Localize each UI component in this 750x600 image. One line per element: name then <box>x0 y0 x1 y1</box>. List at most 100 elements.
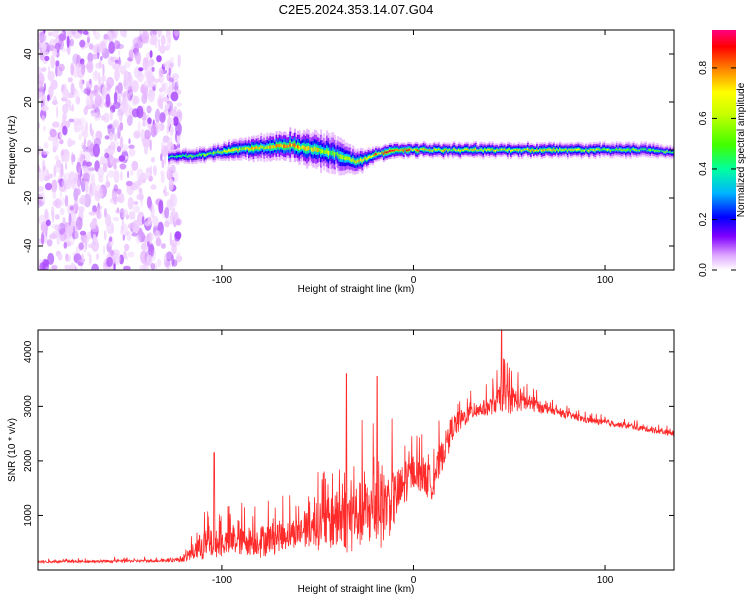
ridge-cell <box>470 148 473 151</box>
noise-blob <box>166 37 172 50</box>
noise-blob <box>120 93 127 98</box>
ridge-cell <box>497 149 500 151</box>
noise-blob <box>71 231 79 240</box>
noise-blob <box>118 155 126 162</box>
noise-blob <box>164 154 167 165</box>
ridge-cell <box>445 148 448 151</box>
noise-blob <box>161 159 165 169</box>
noise-blob <box>51 179 58 193</box>
noise-blob <box>48 85 54 98</box>
ridge-cell <box>654 150 657 152</box>
noise-blob <box>38 122 41 130</box>
ridge-cell <box>585 148 588 151</box>
noise-blob <box>170 91 179 102</box>
noise-blob <box>59 139 64 145</box>
noise-blob <box>133 200 139 206</box>
noise-blob <box>157 98 164 109</box>
ridge-cell <box>511 149 514 152</box>
ridge-cell <box>362 158 365 161</box>
ridge-cell <box>320 148 323 154</box>
ridge-cell <box>316 148 319 152</box>
noise-blob <box>120 225 124 231</box>
noise-blob <box>131 95 138 106</box>
ridge-cell <box>225 150 228 153</box>
noise-blob <box>113 91 118 104</box>
noise-blob <box>99 59 102 68</box>
noise-blob <box>137 120 141 134</box>
ridge-cell <box>533 150 536 152</box>
ridge-cell <box>254 146 257 150</box>
ridge-cell <box>582 149 585 152</box>
noise-blob <box>106 256 113 267</box>
noise-blob <box>82 165 88 172</box>
noise-blob <box>166 103 170 110</box>
noise-blob <box>109 109 113 121</box>
noise-blob <box>124 61 131 68</box>
noise-blob <box>79 39 86 48</box>
ridge-cell <box>660 149 663 152</box>
ridge-cell <box>208 152 211 155</box>
ridge-cell <box>485 149 488 152</box>
noise-blob <box>136 105 144 119</box>
noise-blob <box>160 153 163 162</box>
ridge-cell <box>666 150 669 153</box>
noise-blob <box>116 43 124 50</box>
ridge-cell <box>565 148 568 151</box>
ridge-cell <box>517 149 520 152</box>
noise-blob <box>41 115 46 122</box>
ridge-cell <box>231 149 234 152</box>
noise-blob <box>170 62 175 68</box>
ridge-cell <box>436 148 439 151</box>
noise-blob <box>78 206 85 213</box>
noise-blob <box>91 53 99 60</box>
ridge-cell <box>425 149 428 151</box>
noise-blob <box>158 67 164 78</box>
ridge-cell <box>572 149 575 151</box>
noise-blob <box>69 105 74 112</box>
noise-blob <box>52 189 57 200</box>
ridge-cell <box>568 148 571 151</box>
noise-blob <box>86 231 92 240</box>
noise-blob <box>95 253 100 260</box>
ridge-cell <box>519 148 522 151</box>
noise-blob <box>59 207 65 216</box>
ridge-cell <box>646 149 649 152</box>
noise-blob <box>151 66 155 72</box>
y-tick-label: -20 <box>23 190 34 205</box>
ridge-cell <box>312 147 315 152</box>
ridge-cell <box>358 160 361 163</box>
noise-blob <box>152 215 159 227</box>
ridge-cell <box>234 148 237 151</box>
noise-blob <box>61 48 68 53</box>
ridge-cell <box>431 150 434 152</box>
ridge-cell <box>338 154 341 159</box>
ridge-cell <box>324 150 327 154</box>
noise-blob <box>39 31 45 44</box>
y-tick-label: 4000 <box>23 340 34 363</box>
noise-blob <box>89 221 97 230</box>
noise-blob <box>131 232 139 237</box>
noise-blob <box>50 54 56 69</box>
noise-blob <box>173 30 180 37</box>
ridge-cell <box>379 152 382 155</box>
ridge-cell <box>221 151 224 154</box>
ridge-cell <box>359 158 362 162</box>
ridge-cell <box>309 146 312 151</box>
ridge-cell <box>658 150 661 152</box>
ridge-cell <box>451 149 454 152</box>
ridge-cell <box>229 149 232 152</box>
ridge-cell <box>574 148 577 151</box>
ridge-cell <box>464 148 467 151</box>
noise-blob <box>59 133 63 139</box>
noise-blob <box>149 50 153 58</box>
ridge-cell <box>563 149 566 151</box>
ridge-cell <box>618 148 621 151</box>
ridge-cell <box>416 149 419 152</box>
ridge-cell <box>508 148 511 150</box>
x-tick-label: 100 <box>597 275 614 286</box>
noise-blob <box>144 129 151 140</box>
noise-blob <box>42 51 49 56</box>
noise-blob <box>90 129 94 137</box>
noise-blob <box>97 79 102 91</box>
ridge-cell <box>496 149 499 151</box>
